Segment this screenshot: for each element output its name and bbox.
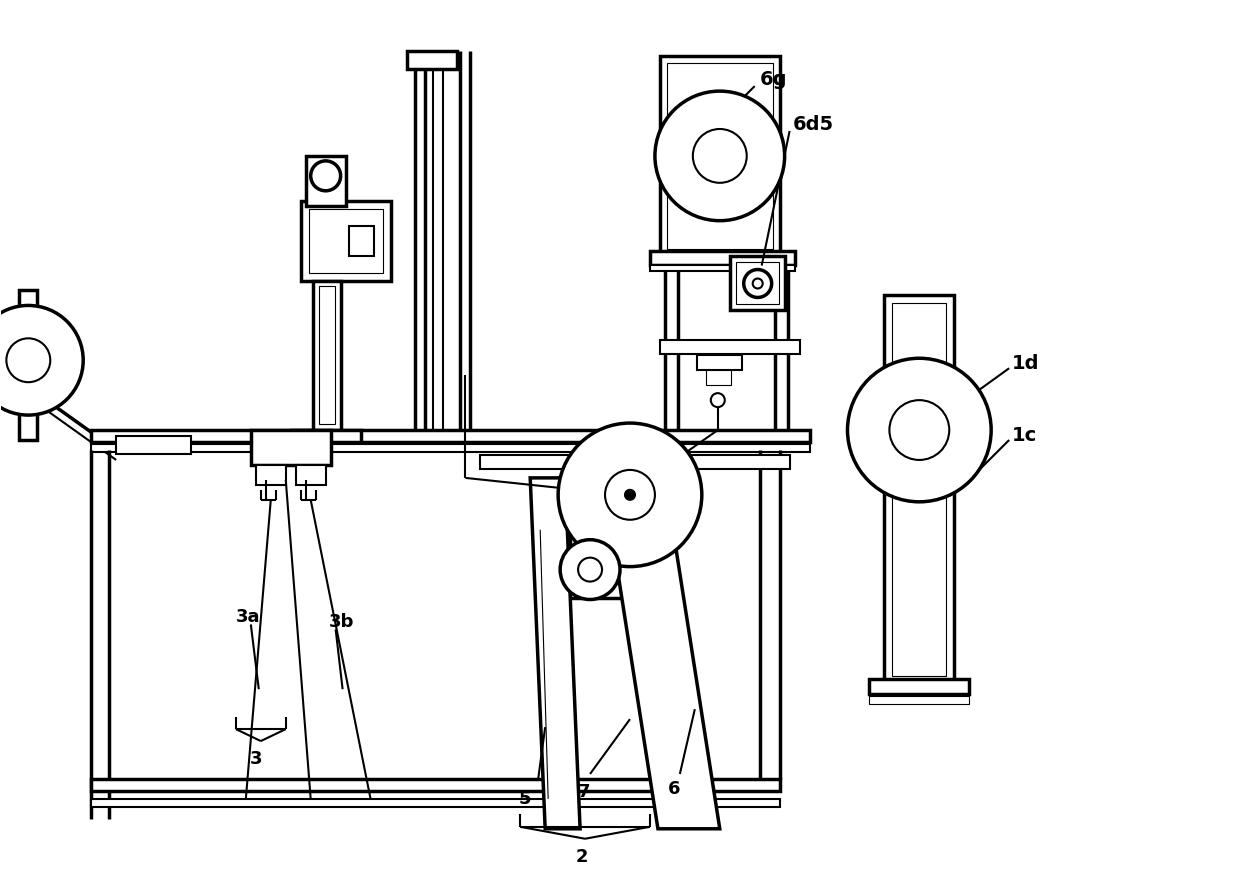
Bar [92, 799, 780, 807]
Polygon shape [603, 478, 719, 828]
Text: 3: 3 [249, 750, 262, 768]
Bar [735, 261, 779, 305]
Text: 2: 2 [575, 848, 588, 866]
Bar [250, 430, 331, 465]
Bar [92, 779, 780, 791]
Circle shape [558, 423, 702, 567]
Text: 6d5: 6d5 [792, 114, 833, 134]
Circle shape [605, 470, 655, 520]
Bar [480, 455, 790, 469]
Circle shape [889, 400, 950, 460]
Bar [869, 696, 970, 704]
Text: 6g: 6g [760, 70, 787, 89]
Circle shape [0, 306, 83, 415]
Bar [884, 295, 955, 684]
Text: 1d: 1d [1012, 354, 1039, 373]
Bar [660, 340, 800, 354]
Text: 5: 5 [520, 790, 532, 808]
Bar [20, 291, 37, 440]
Circle shape [693, 129, 746, 183]
Circle shape [625, 490, 635, 500]
Bar [730, 255, 785, 310]
Bar [650, 251, 795, 265]
Circle shape [560, 540, 620, 600]
Bar [650, 265, 795, 270]
Text: 3a: 3a [236, 609, 260, 626]
Bar [301, 201, 391, 281]
Circle shape [311, 161, 341, 190]
Circle shape [6, 338, 51, 382]
Bar [408, 51, 458, 69]
Circle shape [655, 91, 785, 221]
Bar [348, 226, 373, 255]
Bar [660, 56, 780, 255]
Bar [309, 209, 382, 273]
Bar [255, 465, 285, 485]
Bar [306, 156, 346, 206]
Bar [92, 430, 810, 442]
Polygon shape [531, 478, 580, 828]
Circle shape [711, 393, 724, 407]
Bar [893, 303, 946, 676]
Bar [667, 63, 773, 249]
Circle shape [744, 269, 771, 298]
Circle shape [578, 557, 603, 581]
Bar [295, 465, 326, 485]
Text: 3b: 3b [329, 613, 355, 632]
Bar [290, 430, 361, 442]
Circle shape [753, 278, 763, 289]
Text: 6: 6 [667, 780, 680, 798]
Bar [117, 436, 191, 454]
Bar [869, 680, 970, 695]
Bar [92, 444, 810, 452]
Circle shape [847, 358, 991, 501]
Text: 7: 7 [578, 783, 590, 801]
Bar [706, 370, 730, 385]
Bar [312, 281, 341, 430]
Text: 1c: 1c [1012, 425, 1038, 445]
Bar [697, 355, 742, 370]
Bar [570, 478, 625, 597]
Bar [319, 286, 335, 424]
